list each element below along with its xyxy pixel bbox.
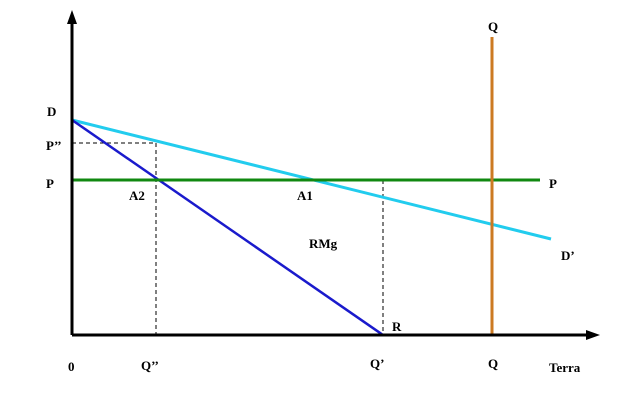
label: Q’’ [141, 358, 159, 373]
label: P [46, 176, 54, 191]
label: D [47, 104, 56, 119]
label: P’’ [46, 138, 62, 153]
label: A2 [129, 188, 145, 203]
label: Q [488, 19, 498, 34]
label: A1 [297, 188, 313, 203]
label: RMg [309, 236, 338, 251]
label: 0 [68, 359, 75, 374]
label: Q [488, 356, 498, 371]
label: Terra [549, 360, 581, 375]
label: P [549, 176, 557, 191]
marginal-revenue-line [71, 118, 384, 337]
label: Q’ [370, 356, 384, 371]
y-axis-arrow [67, 10, 77, 24]
label: D’ [561, 248, 575, 263]
x-axis-arrow [586, 330, 600, 340]
label: R [392, 319, 402, 334]
